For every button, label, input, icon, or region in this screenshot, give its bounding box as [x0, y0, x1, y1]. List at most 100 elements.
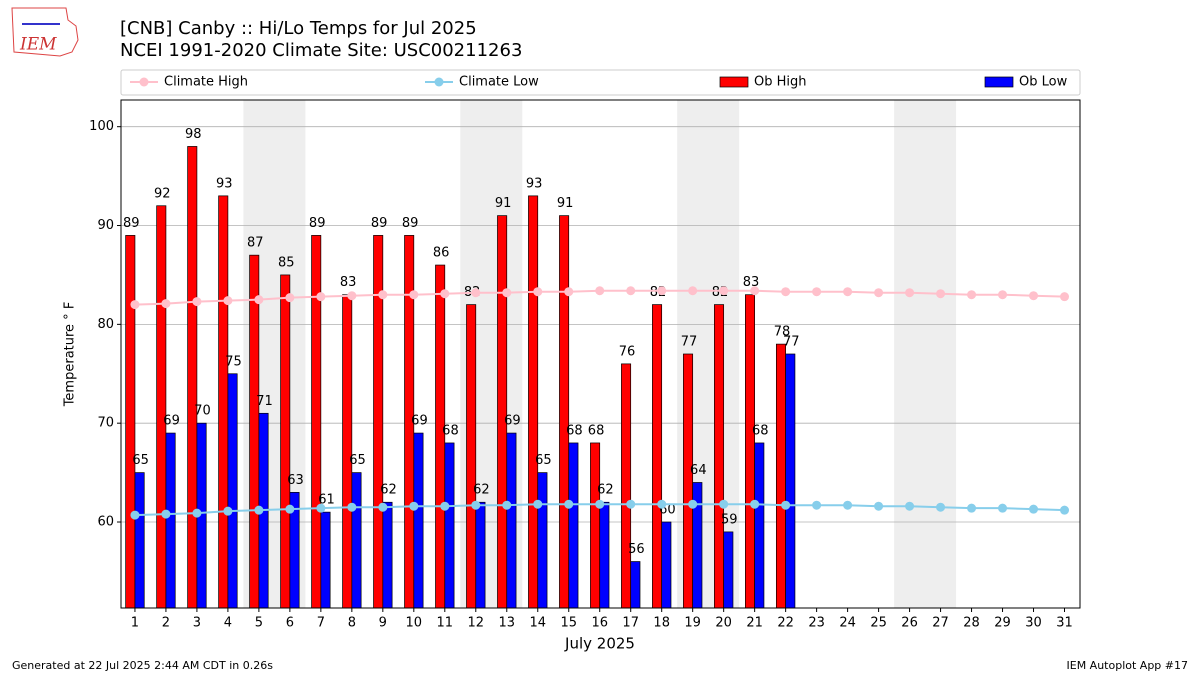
x-tick-label: 23	[808, 616, 825, 631]
footer-left: Generated at 22 Jul 2025 2:44 AM CDT in …	[12, 659, 273, 672]
point	[471, 288, 481, 298]
point	[471, 500, 481, 510]
point	[223, 506, 233, 516]
point	[719, 499, 729, 509]
point	[936, 289, 946, 299]
bar	[444, 442, 455, 609]
x-tick-label: 18	[653, 616, 670, 631]
bar	[559, 215, 570, 609]
x-tick-label: 2	[162, 616, 170, 631]
legend-marker	[434, 77, 444, 87]
bar	[723, 531, 734, 609]
value-label: 87	[247, 236, 264, 251]
legend-label: Climate Low	[459, 75, 539, 90]
legend-box	[120, 69, 1081, 96]
point	[130, 510, 140, 520]
point	[626, 286, 636, 296]
value-label: 77	[783, 335, 800, 350]
x-tick-label: 19	[684, 616, 701, 631]
point	[967, 290, 977, 300]
bar	[652, 304, 663, 609]
bar	[187, 146, 198, 609]
y-tick-label: 90	[97, 218, 114, 233]
point	[1060, 505, 1070, 515]
legend-swatch	[719, 76, 749, 88]
point	[781, 500, 791, 510]
point	[564, 499, 574, 509]
bar	[227, 373, 238, 609]
logo: IEM	[11, 7, 79, 57]
x-tick-label: 29	[994, 616, 1011, 631]
value-label: 93	[526, 176, 543, 191]
legend-marker	[139, 77, 149, 87]
point	[967, 503, 977, 513]
point	[905, 288, 915, 298]
value-label: 89	[402, 216, 419, 231]
x-tick-label: 13	[498, 616, 515, 631]
point	[843, 500, 853, 510]
bar	[249, 254, 260, 609]
x-tick-label: 5	[255, 616, 263, 631]
point	[192, 508, 202, 518]
bar	[413, 432, 424, 609]
value-label: 62	[597, 483, 614, 498]
bar	[621, 363, 632, 609]
bar	[775, 343, 786, 609]
value-label: 71	[256, 394, 273, 409]
x-tick-label: 27	[932, 616, 949, 631]
point	[1029, 291, 1039, 301]
point	[936, 502, 946, 512]
bar	[568, 442, 579, 609]
value-label: 75	[225, 354, 242, 369]
value-label: 91	[557, 196, 574, 211]
plot-frame	[120, 99, 1081, 609]
point	[564, 287, 574, 297]
x-tick-label: 26	[901, 616, 918, 631]
value-label: 85	[278, 255, 295, 270]
point	[998, 503, 1008, 513]
point	[1029, 504, 1039, 514]
point	[161, 299, 171, 309]
point	[874, 501, 884, 511]
point	[502, 288, 512, 298]
point	[254, 295, 264, 305]
bar	[630, 561, 641, 609]
legend-label: Ob Low	[1019, 75, 1068, 90]
value-label: 92	[154, 186, 171, 201]
chart-subtitle: NCEI 1991-2020 Climate Site: USC00211263	[120, 40, 522, 61]
legend-label: Ob High	[754, 75, 807, 90]
point	[254, 505, 264, 515]
value-label: 69	[504, 414, 521, 429]
logo-text: IEM	[19, 35, 57, 55]
bar	[342, 294, 353, 609]
bar	[506, 432, 517, 609]
bar	[590, 442, 601, 609]
point	[378, 290, 388, 300]
x-tick-label: 28	[963, 616, 980, 631]
point	[192, 297, 202, 307]
value-label: 63	[287, 473, 304, 488]
point	[440, 289, 450, 299]
value-label: 78	[774, 325, 791, 340]
point	[533, 499, 543, 509]
point	[719, 286, 729, 296]
point	[998, 290, 1008, 300]
value-label: 69	[163, 414, 180, 429]
point	[347, 502, 357, 512]
x-tick-label: 9	[379, 616, 387, 631]
bar	[382, 501, 393, 609]
x-tick-label: 31	[1056, 616, 1073, 631]
point	[409, 290, 419, 300]
bar	[661, 521, 672, 609]
value-label: 68	[588, 423, 605, 438]
value-label: 59	[721, 512, 738, 527]
x-tick-label: 12	[468, 616, 485, 631]
bar	[351, 472, 362, 609]
x-tick-label: 24	[839, 616, 856, 631]
bar	[320, 511, 331, 609]
value-label: 62	[380, 483, 397, 498]
value-label: 77	[681, 335, 698, 350]
chart-title: [CNB] Canby :: Hi/Lo Temps for Jul 2025	[120, 18, 477, 39]
point	[750, 286, 760, 296]
